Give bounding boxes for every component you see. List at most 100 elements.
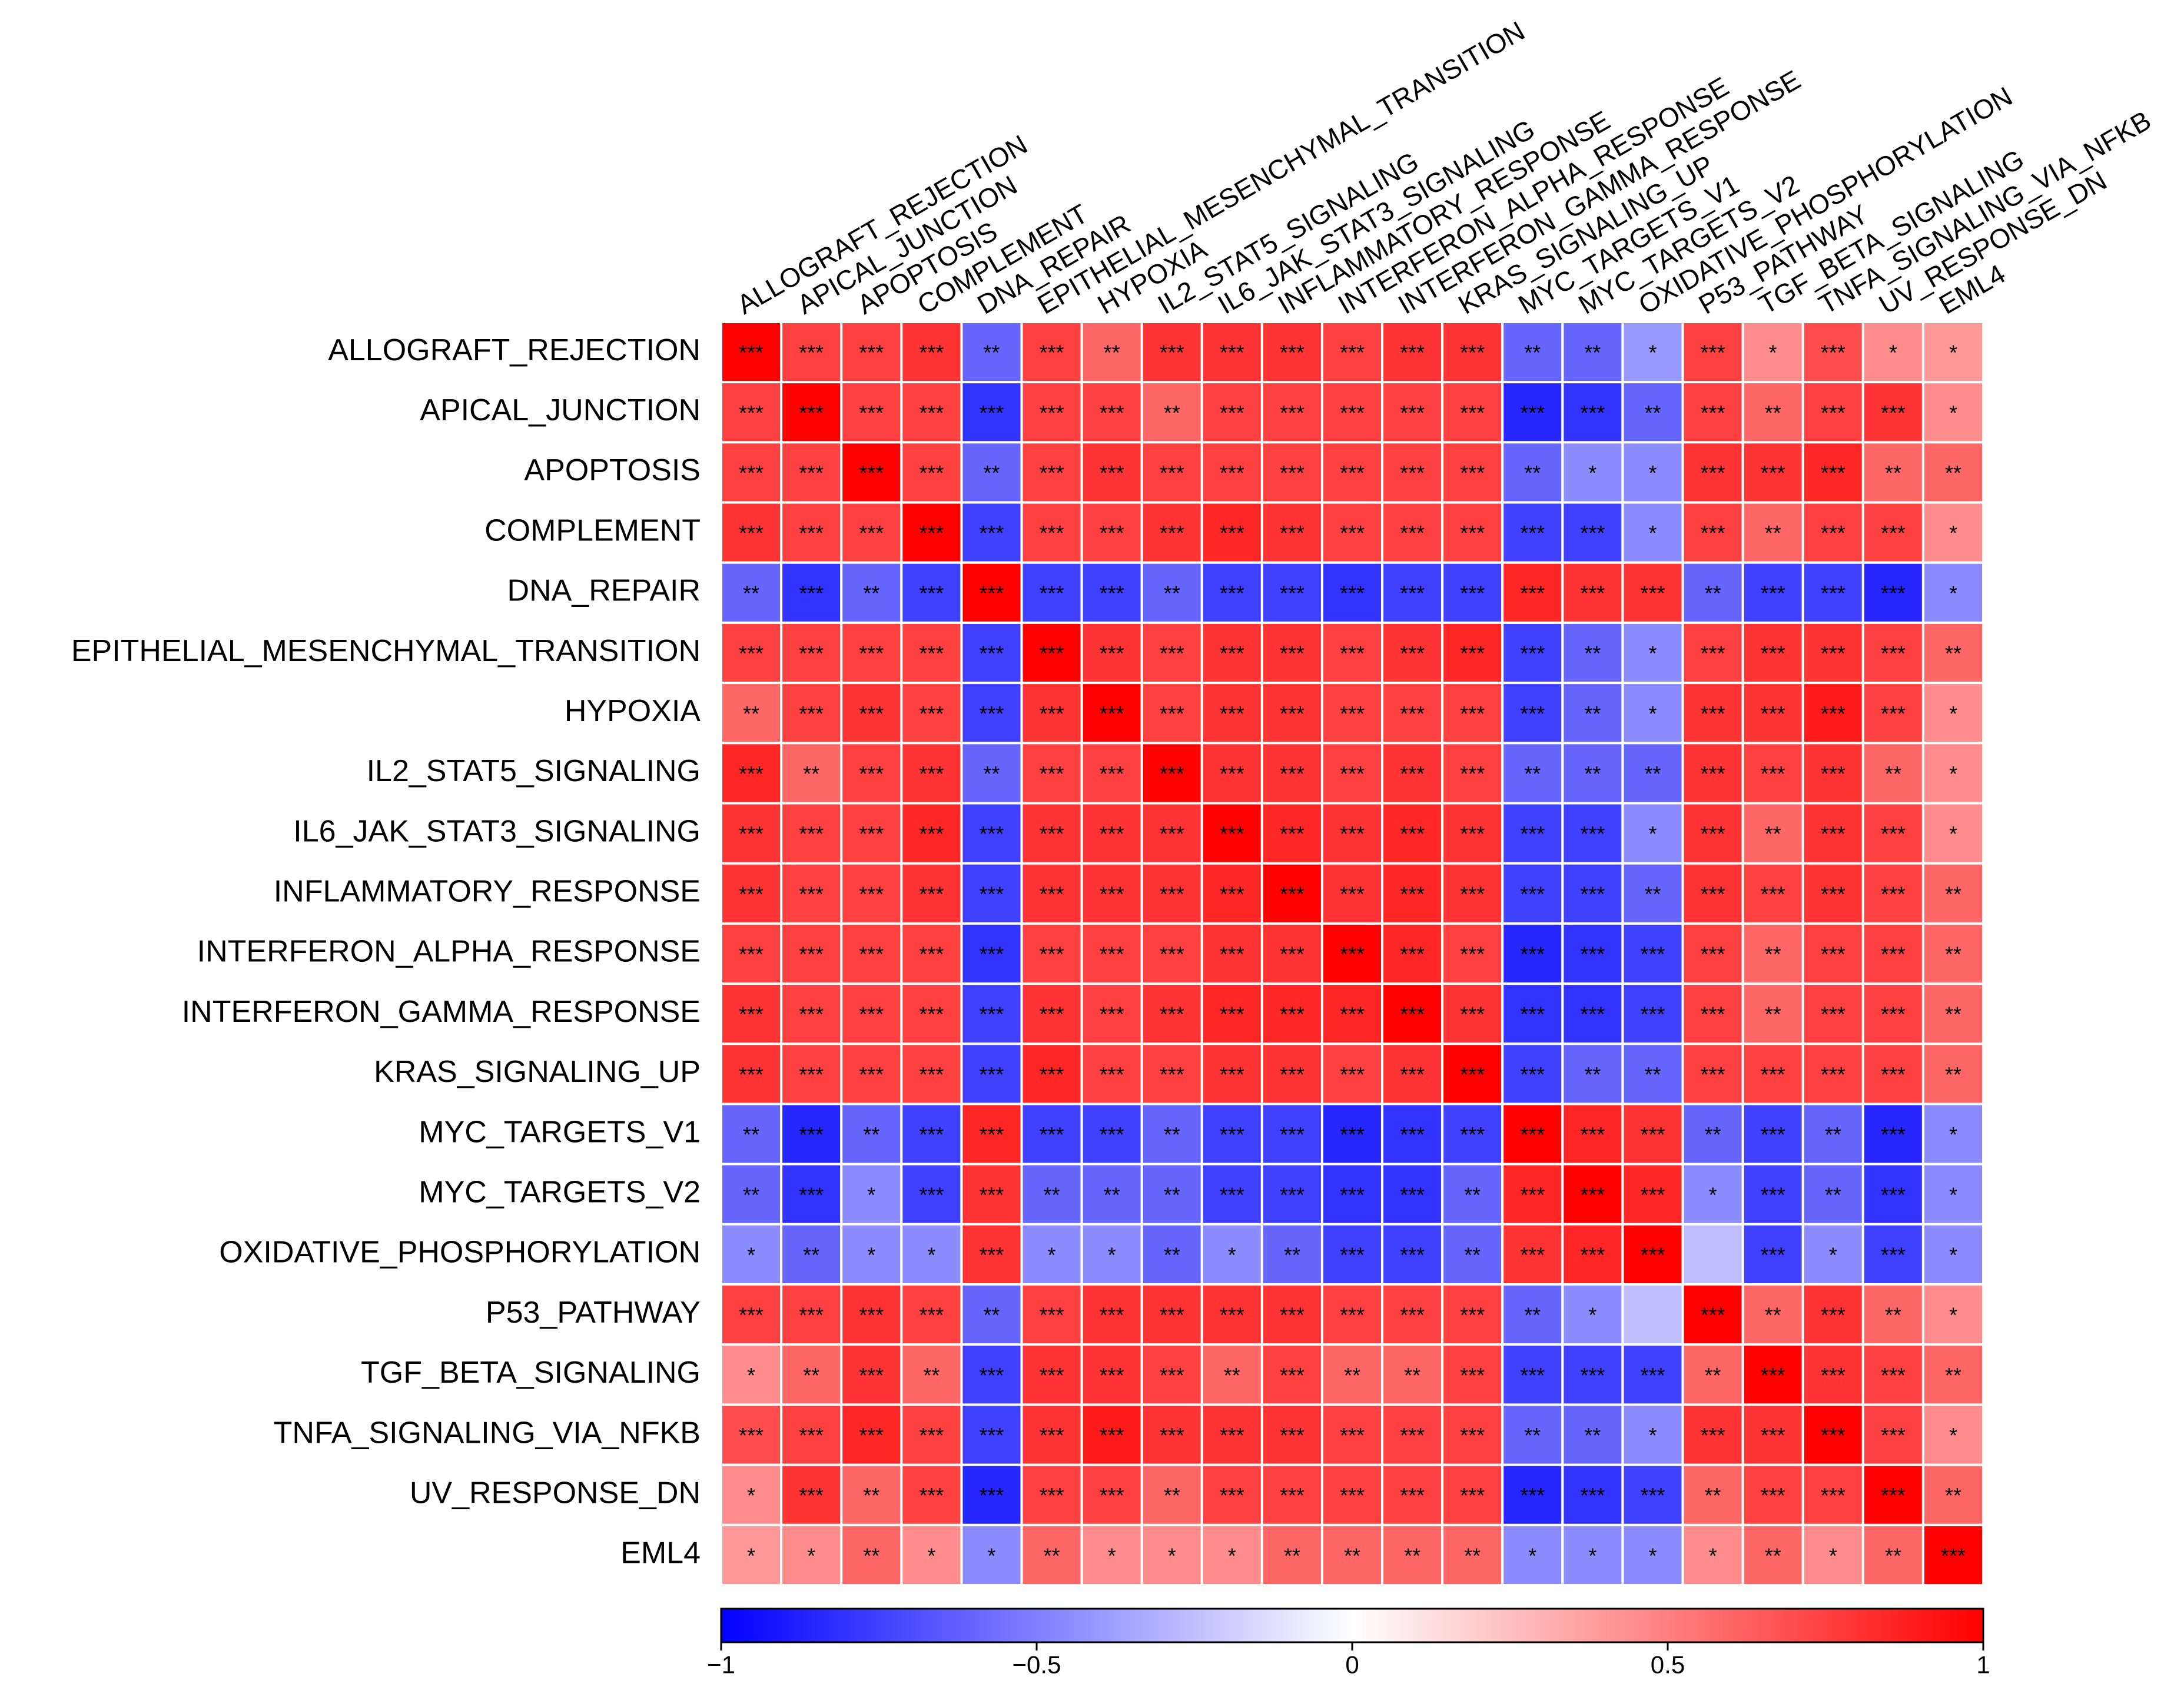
significance-label: *** (1761, 581, 1785, 605)
significance-label: ** (1164, 581, 1180, 605)
significance-label: * (1949, 521, 1957, 545)
significance-label: *** (1100, 521, 1124, 545)
heatmap-cell (1561, 321, 1624, 384)
heatmap-cell (1921, 1163, 1985, 1226)
significance-label: *** (1160, 1062, 1184, 1087)
significance-label: *** (1761, 702, 1785, 726)
row-label: EML4 (620, 1536, 701, 1570)
heatmap-cell (900, 862, 963, 925)
significance-label: *** (739, 401, 764, 425)
significance-label: *** (1580, 822, 1605, 846)
significance-label: *** (1520, 1363, 1545, 1387)
heatmap-cell (1381, 561, 1444, 624)
significance-label: ** (1825, 1183, 1841, 1207)
heatmap-cell (1260, 742, 1323, 805)
significance-label: ** (1945, 461, 1961, 485)
significance-label: *** (1400, 1243, 1425, 1267)
heatmap-cell (720, 1463, 783, 1526)
heatmap-cell (1200, 321, 1263, 384)
significance-label: ** (1765, 521, 1781, 545)
significance-label: * (1949, 1183, 1957, 1207)
heatmap-cell (960, 1403, 1023, 1466)
heatmap-cell (1080, 1523, 1143, 1587)
significance-label: *** (1520, 642, 1545, 666)
significance-label: *** (1040, 1363, 1064, 1387)
heatmap-cell (1260, 1403, 1323, 1466)
significance-label: * (1949, 1123, 1957, 1147)
significance-label: * (1829, 1243, 1837, 1267)
significance-label: ** (1584, 1423, 1601, 1447)
significance-label: *** (1761, 882, 1785, 906)
significance-label: *** (979, 822, 1004, 846)
row-label: INFLAMMATORY_RESPONSE (274, 875, 701, 909)
significance-label: *** (799, 1423, 824, 1447)
heatmap-cell (1080, 1223, 1143, 1286)
significance-label: *** (1220, 1303, 1244, 1327)
significance-label: *** (1340, 882, 1365, 906)
heatmap-cell (1501, 1283, 1564, 1346)
heatmap-cell (1861, 1283, 1924, 1346)
significance-label: *** (739, 1303, 764, 1327)
heatmap-cell (1200, 1163, 1263, 1226)
significance-label: *** (1460, 341, 1485, 365)
significance-label: *** (1520, 581, 1545, 605)
heatmap-cell (780, 1403, 843, 1466)
significance-label: *** (1701, 1303, 1725, 1327)
significance-label: *** (1761, 1123, 1785, 1147)
significance-label: * (747, 1243, 755, 1267)
heatmap-cell (900, 1523, 963, 1587)
heatmap-cell (1681, 1042, 1744, 1105)
significance-label: *** (859, 762, 884, 786)
significance-label: *** (1100, 1363, 1124, 1387)
heatmap-cell (1320, 1403, 1384, 1466)
significance-label: *** (1761, 461, 1785, 485)
significance-label: * (1108, 1243, 1116, 1267)
significance-label: *** (1640, 581, 1665, 605)
heatmap-cell (780, 441, 843, 504)
significance-label: *** (739, 1423, 764, 1447)
significance-label: ** (863, 1543, 879, 1568)
heatmap-cell (1200, 862, 1263, 925)
significance-label: *** (1340, 1243, 1365, 1267)
significance-label: * (1829, 1543, 1837, 1568)
significance-label: *** (1100, 882, 1124, 906)
heatmap-cell (1020, 1102, 1083, 1165)
significance-label: *** (1220, 762, 1244, 786)
significance-label: *** (1220, 1183, 1244, 1207)
significance-label: ** (1104, 341, 1120, 365)
heatmap-cell (1561, 1403, 1624, 1466)
significance-label: *** (1640, 1123, 1665, 1147)
significance-label: * (1889, 341, 1897, 365)
heatmap-cell (1080, 441, 1143, 504)
heatmap-cell (1561, 682, 1624, 745)
significance-label: *** (1520, 702, 1545, 726)
heatmap-cell (1861, 922, 1924, 985)
significance-label: ** (1945, 642, 1961, 666)
significance-label: * (1769, 341, 1777, 365)
significance-label: *** (1220, 461, 1244, 485)
significance-label: *** (1400, 1002, 1425, 1027)
significance-label: * (1648, 521, 1657, 545)
significance-label: *** (1400, 1183, 1425, 1207)
significance-label: *** (859, 461, 884, 485)
significance-label: *** (1460, 401, 1485, 425)
significance-label: *** (1340, 341, 1365, 365)
heatmap-cell (1320, 441, 1384, 504)
heatmap-cell (1200, 621, 1263, 685)
significance-label: *** (1040, 521, 1064, 545)
significance-label: *** (1881, 1183, 1906, 1207)
significance-label: *** (1160, 1002, 1184, 1027)
significance-label: *** (1220, 642, 1244, 666)
heatmap-cell (1140, 1163, 1203, 1226)
significance-label: *** (1881, 401, 1906, 425)
significance-label: *** (1761, 1183, 1785, 1207)
significance-label: ** (1524, 341, 1541, 365)
heatmap-cell (1741, 1163, 1804, 1226)
significance-label: *** (1580, 1002, 1605, 1027)
heatmap-cell (720, 621, 783, 685)
heatmap-cell (900, 1403, 963, 1466)
significance-label: * (867, 1243, 875, 1267)
significance-label: *** (1280, 1062, 1305, 1087)
significance-label: *** (1340, 942, 1365, 967)
